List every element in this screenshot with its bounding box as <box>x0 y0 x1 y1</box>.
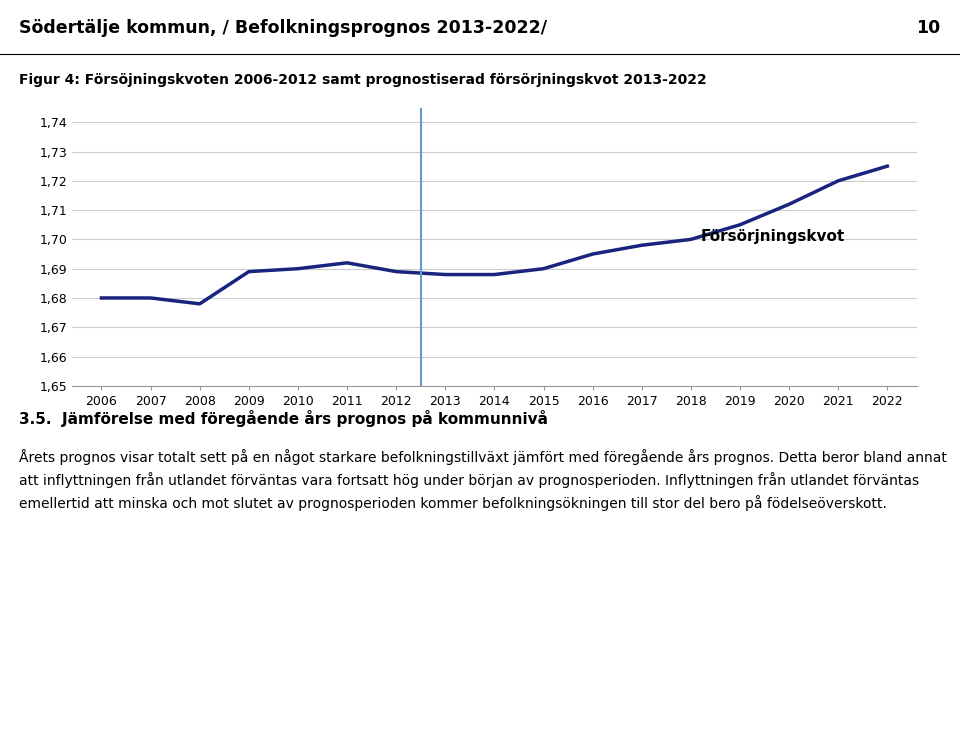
Text: Årets prognos visar totalt sett på en något starkare befolkningstillväxt jämfört: Årets prognos visar totalt sett på en nå… <box>19 449 948 511</box>
Text: Södertälje kommun, / Befolkningsprognos 2013-2022/: Södertälje kommun, / Befolkningsprognos … <box>19 19 547 37</box>
Text: 10: 10 <box>917 19 941 37</box>
Text: Försörjningskvot: Försörjningskvot <box>701 229 845 244</box>
Text: 3.5.  Jämförelse med föregående års prognos på kommunnivå: 3.5. Jämförelse med föregående års progn… <box>19 410 548 427</box>
Text: Figur 4: Försöjningskvoten 2006-2012 samt prognostiserad försörjningskvot 2013-2: Figur 4: Försöjningskvoten 2006-2012 sam… <box>19 73 707 87</box>
